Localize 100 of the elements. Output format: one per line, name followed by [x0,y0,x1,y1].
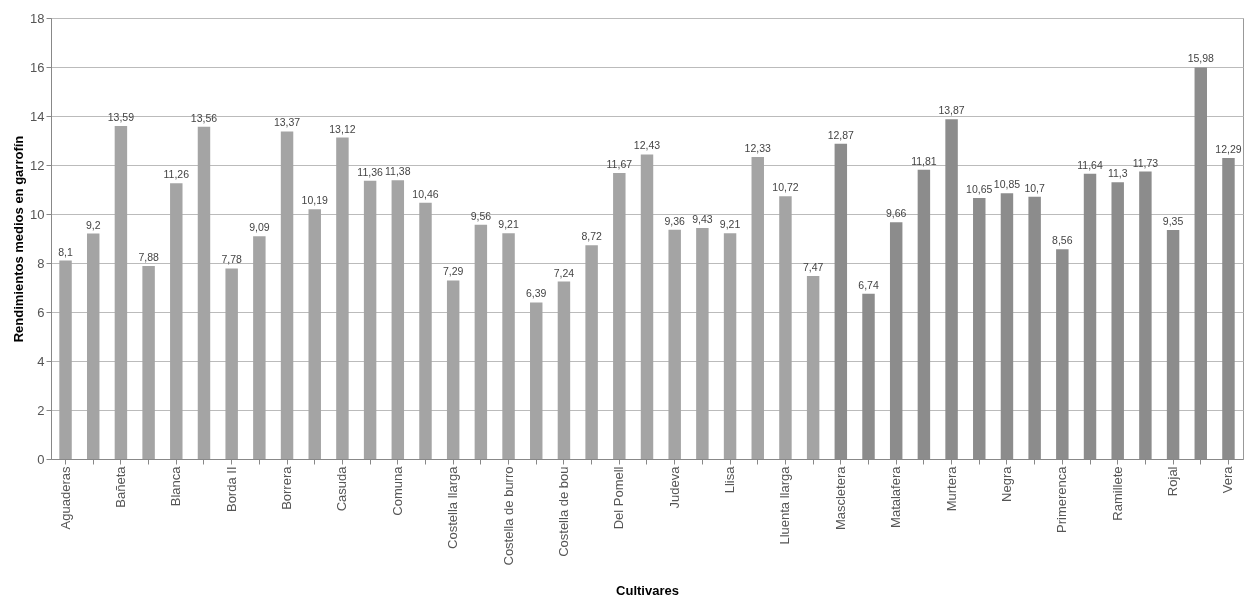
x-tick-label: Llisa [722,465,738,494]
bar [280,131,294,459]
bar [502,233,515,459]
data-label: 13,12 [329,122,356,135]
data-label: 8,56 [1052,234,1073,247]
data-label: 10,85 [993,178,1021,191]
y-tick-label: 2 [37,402,45,418]
x-tick-label: Negra [998,465,1014,502]
y-axis-title: Rendimientos medios en garrofín [11,135,27,343]
data-label: 8,72 [581,230,602,243]
data-label: 9,21 [719,218,741,231]
data-label: 13,56 [190,111,218,124]
data-label: 13,59 [107,111,135,124]
y-tick-label: 8 [37,255,45,271]
data-label: 9,66 [885,207,907,220]
bar [696,227,709,459]
data-label: 9,09 [249,221,270,234]
data-label: 10,46 [412,187,439,200]
bar [446,280,460,459]
data-label: 11,36 [357,165,384,178]
data-label: 9,21 [498,218,519,231]
data-label: 13,37 [273,116,301,129]
y-tick-label: 16 [30,59,45,75]
x-tick-label: Borrera [279,465,295,510]
y-tick-label: 10 [30,206,45,222]
x-tick-label: Rojal [1165,466,1181,497]
x-tick-label: Blanca [168,465,184,507]
bar [779,196,792,459]
y-tick-label: 0 [37,451,45,467]
data-label: 9,2 [85,218,101,231]
data-label: 13,87 [938,104,965,117]
bar [557,281,571,459]
data-label: 9,56 [470,209,492,222]
data-label: 10,19 [301,194,329,207]
bar [419,202,432,459]
data-label: 12,43 [633,139,661,152]
y-tick-label: 18 [30,10,45,26]
bar [640,154,654,459]
data-label: 6,74 [858,278,879,291]
x-tick-label: Del Pomell [611,466,627,530]
x-tick-label: Murtera [943,465,959,512]
data-label: 11,64 [1077,158,1103,171]
x-tick-label: Lluenta llarga [777,465,793,545]
data-label: 6,39 [526,287,547,300]
x-tick-label: Judeva [666,465,682,509]
data-label: 12,29 [1215,142,1242,155]
bar [170,183,183,459]
data-label: 10,7 [1024,181,1046,194]
bar [668,229,681,459]
y-tick-label: 4 [37,353,45,369]
data-label: 15,98 [1187,52,1215,65]
data-label: 9,36 [664,214,686,227]
x-tick-label: Primerenca [1054,465,1070,533]
y-tick-label: 12 [30,157,45,173]
x-tick-label: Costella llarga [445,465,461,549]
bar [474,224,488,459]
x-tick-label: Costella de bou [555,466,571,557]
data-label: 7,88 [138,250,159,263]
data-label: 7,24 [553,266,575,279]
x-tick-label: Mascletera [832,465,848,531]
x-tick-label: Ramillete [1109,466,1125,521]
x-tick-label: Vera [1220,465,1236,494]
x-tick-label: Borda II [223,466,239,513]
data-label: 11,26 [163,168,190,181]
data-label: 11,81 [911,154,937,167]
x-tick-label: Costella de burro [500,466,516,566]
bar [142,265,155,459]
x-tick-label: Bañeta [112,465,128,508]
data-label: 9,35 [1162,214,1184,227]
data-label: 12,87 [827,128,855,141]
bar [585,245,598,459]
bar [114,126,128,459]
y-tick-label: 14 [30,108,45,124]
bar [225,268,238,459]
data-label: 9,43 [692,212,713,225]
bar [336,137,349,459]
data-label: 10,72 [772,181,799,194]
bar [751,156,764,459]
x-axis-title: Cultivares [616,583,679,599]
data-label: 11,73 [1132,156,1159,169]
data-label: 11,67 [606,158,633,171]
data-label: 7,47 [802,260,824,273]
x-tick-label: Casuda [334,465,350,512]
x-tick-label: Comuna [389,465,405,516]
bar [613,173,626,459]
bar [87,233,100,459]
bar [363,180,377,459]
data-label: 11,38 [385,165,411,178]
data-label: 7,29 [442,265,464,278]
y-tick-label: 6 [37,304,45,320]
bar [391,180,405,459]
data-label: 12,33 [744,141,772,154]
data-label: 10,65 [966,183,993,196]
bar [723,233,737,459]
data-label: 11,3 [1107,167,1128,180]
data-label: 7,78 [221,253,243,266]
bar [806,275,820,459]
bar [530,302,543,459]
data-label: 8,1 [58,245,73,258]
x-tick-label: Aguaderas [57,466,73,530]
